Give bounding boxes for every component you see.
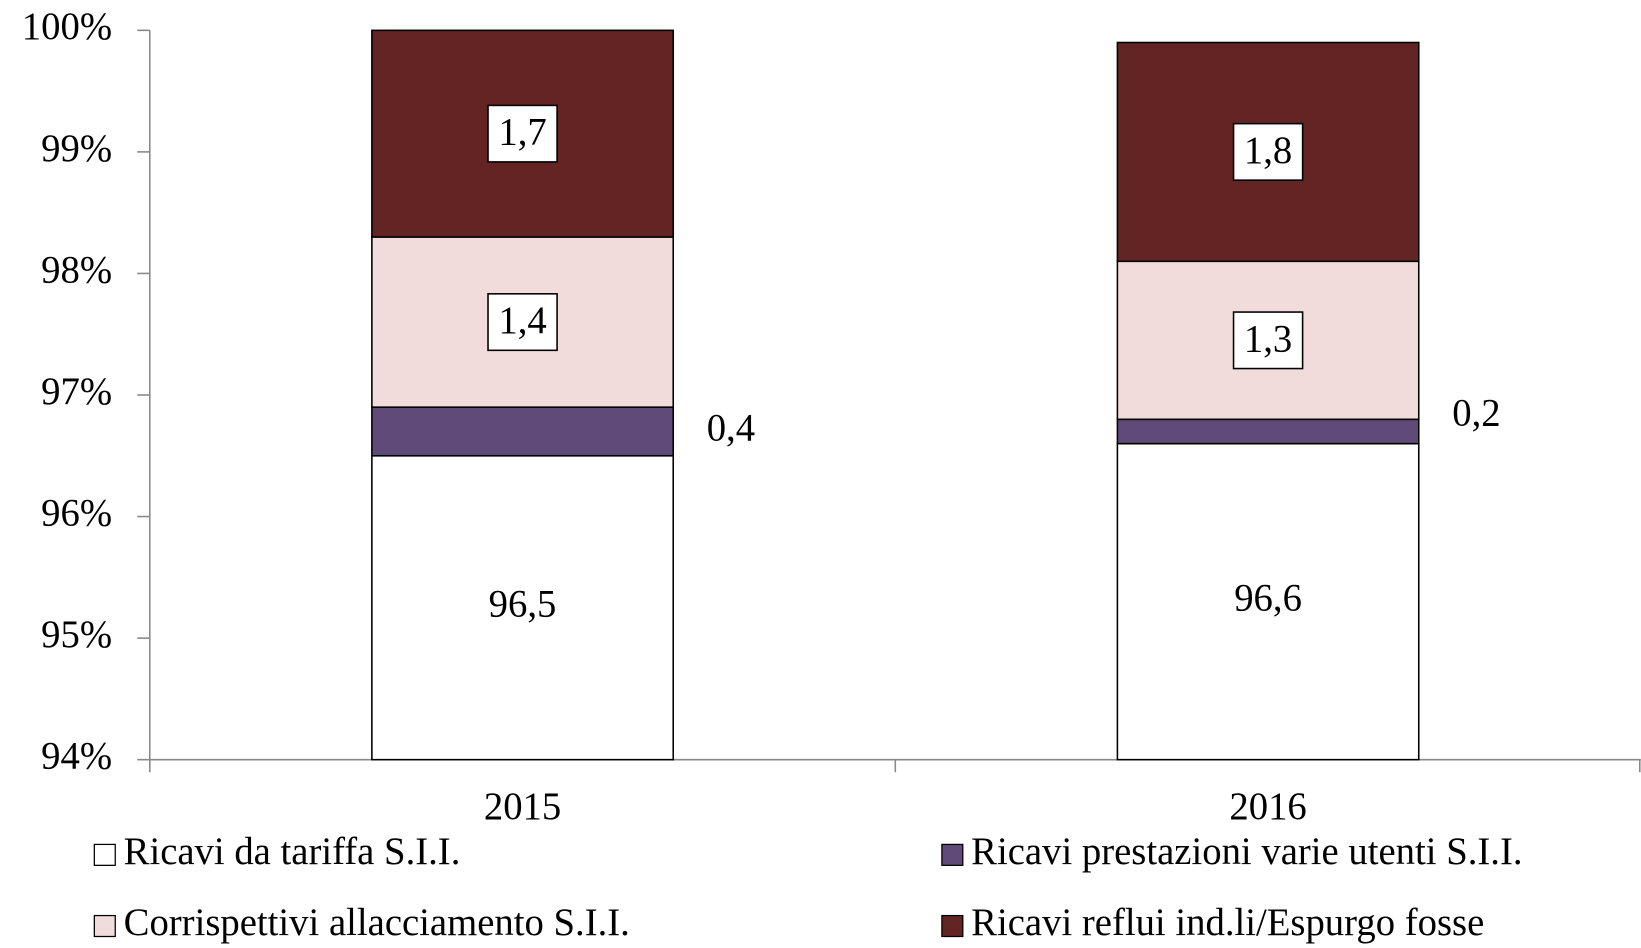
y-tick-label: 98% bbox=[41, 249, 112, 291]
legend-swatch bbox=[941, 914, 964, 938]
bar-segment bbox=[1116, 418, 1420, 445]
y-tick-label: 94% bbox=[41, 736, 112, 778]
y-tick-label: 99% bbox=[41, 128, 112, 170]
data-label-box bbox=[1232, 122, 1304, 181]
data-label: 96,6 bbox=[1234, 578, 1302, 620]
legend-label: Ricavi prestazioni varie utenti S.I.I. bbox=[971, 831, 1522, 873]
data-label: 1,3 bbox=[1244, 318, 1292, 360]
data-label: 96,5 bbox=[489, 584, 557, 626]
x-tick-label: 2016 bbox=[1229, 786, 1306, 828]
legend-swatch bbox=[93, 914, 116, 938]
data-label: 1,8 bbox=[1244, 130, 1292, 172]
bar-segment bbox=[1116, 442, 1420, 761]
y-tick-label: 96% bbox=[41, 492, 112, 534]
legend-swatch bbox=[93, 843, 116, 866]
y-tick-label: 95% bbox=[41, 614, 112, 656]
legend-label: Ricavi da tariffa S.I.I. bbox=[124, 831, 461, 873]
data-label: 1,4 bbox=[498, 300, 546, 342]
data-label-box bbox=[1232, 311, 1304, 370]
data-label-box bbox=[487, 104, 558, 163]
data-label: 1,7 bbox=[498, 112, 546, 154]
bar-segment bbox=[371, 406, 675, 457]
data-label-box bbox=[487, 293, 558, 352]
legend-label: Ricavi reflui ind.li/Espurgo fosse bbox=[971, 902, 1484, 944]
x-tick-label: 2015 bbox=[484, 786, 561, 828]
legend-swatch bbox=[941, 843, 964, 866]
data-label: 0,2 bbox=[1452, 393, 1500, 435]
y-tick-label: 100% bbox=[22, 6, 112, 48]
legend-label: Corrispettivi allacciamento S.I.I. bbox=[124, 902, 630, 944]
bar-segment bbox=[371, 454, 675, 761]
data-label: 0,4 bbox=[707, 407, 755, 449]
y-tick-label: 97% bbox=[41, 371, 112, 413]
